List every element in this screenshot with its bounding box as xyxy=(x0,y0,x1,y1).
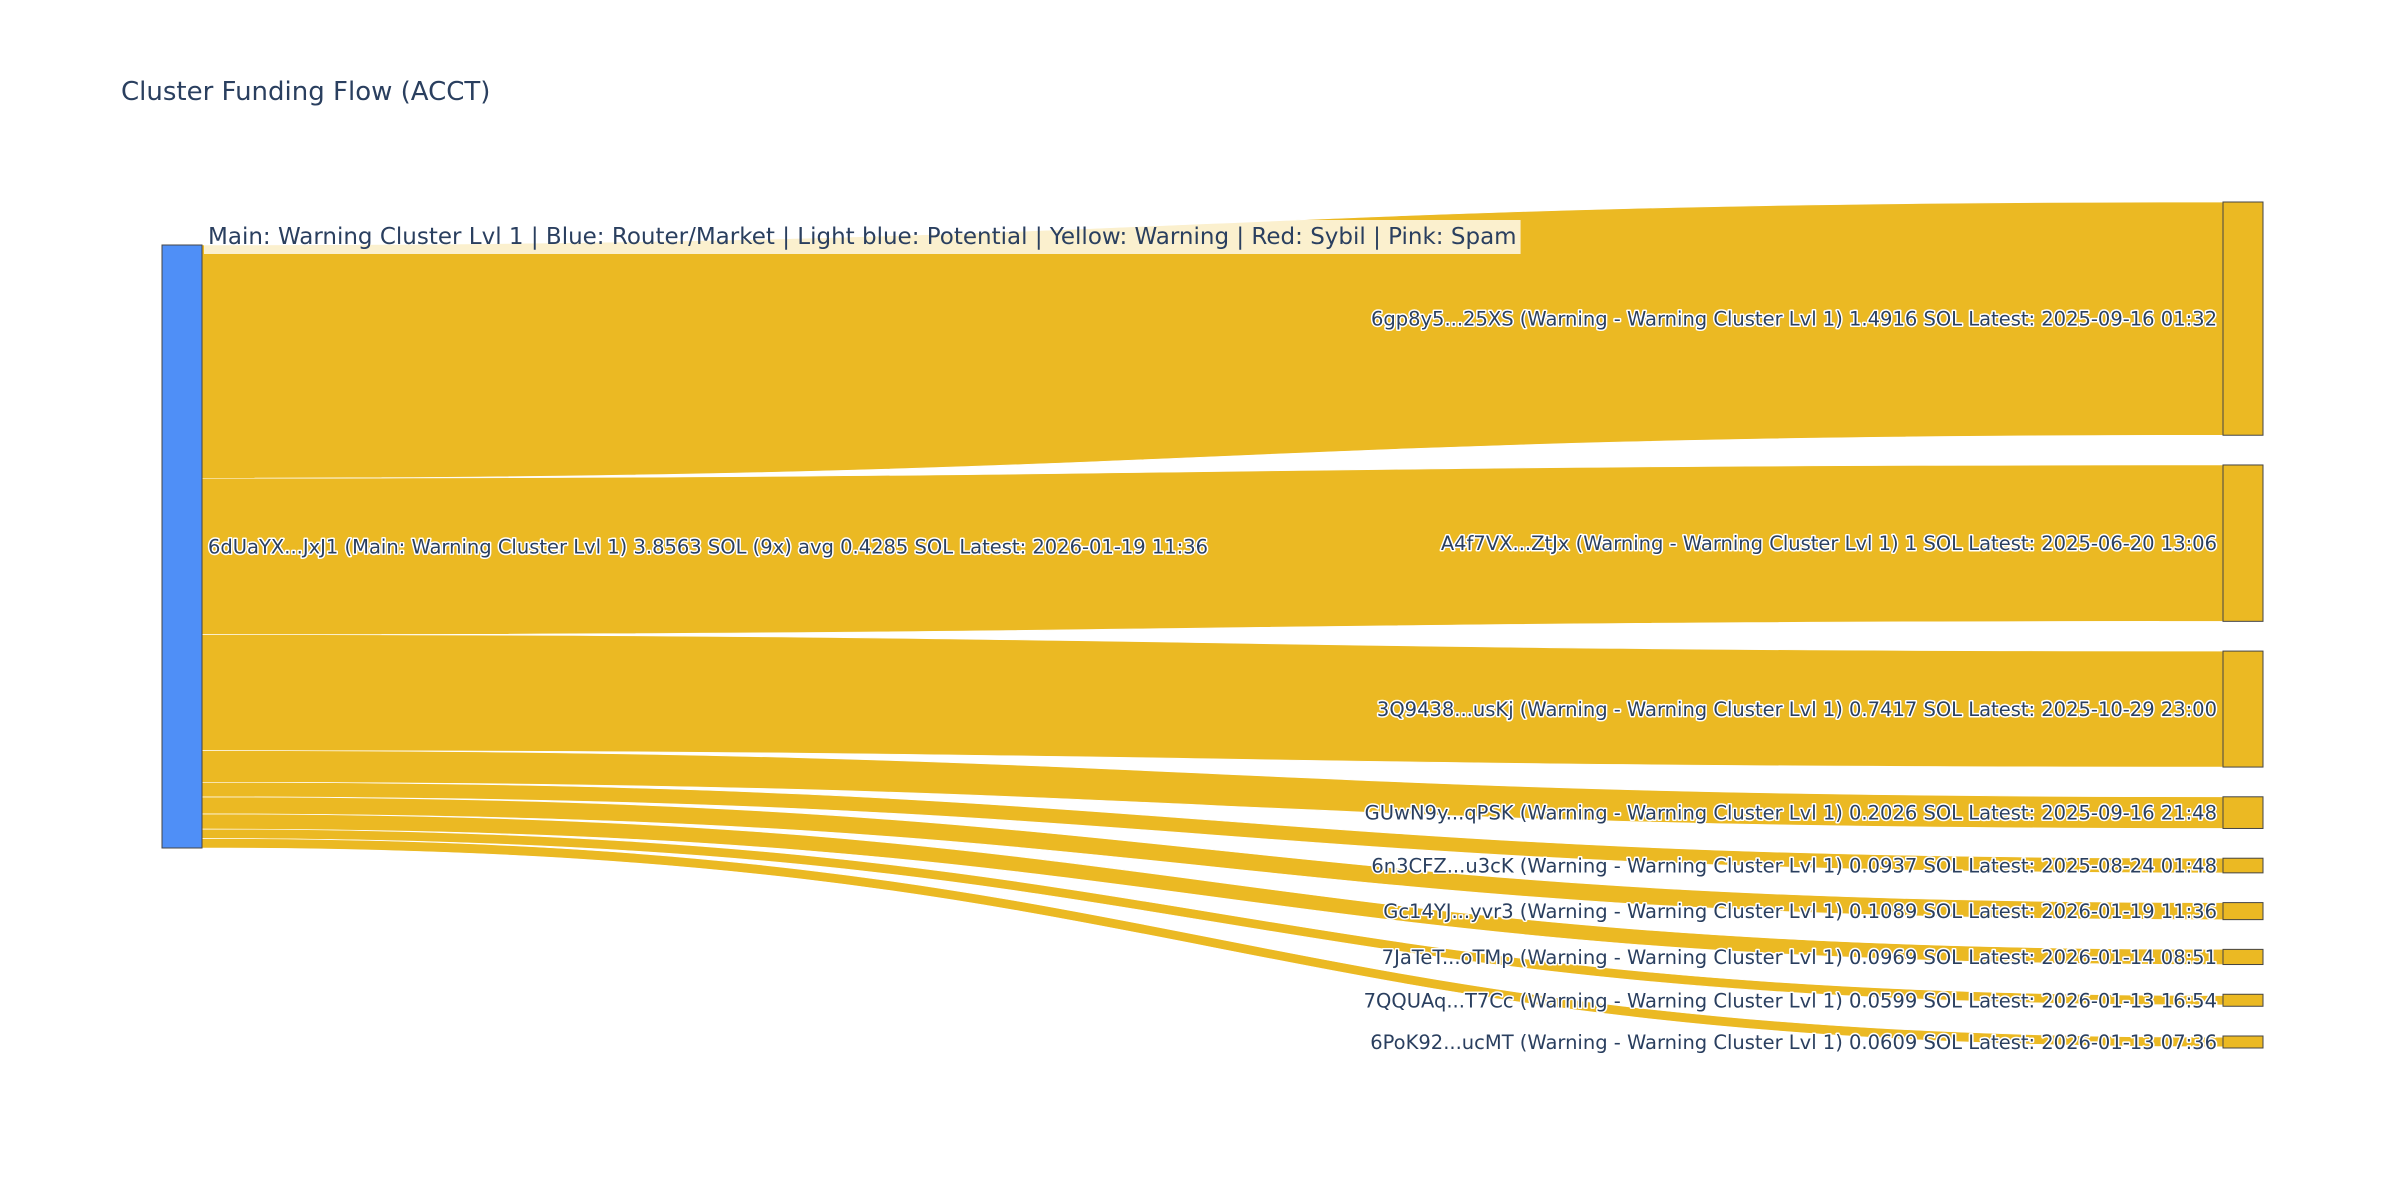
sankey-node-target-4[interactable] xyxy=(2222,796,2264,829)
sankey-node-target-1-label: 6gp8y5...25XS (Warning - Warning Cluster… xyxy=(1371,308,2217,331)
sankey-node-target-9[interactable] xyxy=(2222,1035,2264,1049)
legend-note: Main: Warning Cluster Lvl 1 | Blue: Rout… xyxy=(204,220,1521,254)
sankey-node-target-3-label: 3Q9438...usKj (Warning - Warning Cluster… xyxy=(1377,698,2217,721)
sankey-node-target-8-label: 7QQUAq...T7Cc (Warning - Warning Cluster… xyxy=(1364,989,2217,1012)
sankey-node-target-2[interactable] xyxy=(2222,464,2264,622)
sankey-labels: 6dUaYX...JxJ1 (Main: Warning Cluster Lvl… xyxy=(207,306,2219,1055)
sankey-node-target-9-label: 6PoK92...ucMT (Warning - Warning Cluster… xyxy=(1370,1031,2217,1054)
sankey-node-target-6[interactable] xyxy=(2222,902,2264,921)
sankey-node-target-5-label: 6n3CFZ...u3cK (Warning - Warning Cluster… xyxy=(1371,855,2217,878)
legend-note-text: Main: Warning Cluster Lvl 1 | Blue: Rout… xyxy=(208,224,1517,250)
sankey-node-target-2-label: A4f7VX...ZtJx (Warning - Warning Cluster… xyxy=(1441,532,2217,555)
sankey-node-source[interactable] xyxy=(161,244,203,849)
sankey-node-target-1[interactable] xyxy=(2222,201,2264,436)
chart-title: Cluster Funding Flow (ACCT) xyxy=(121,77,490,107)
sankey-links xyxy=(201,201,2224,1048)
legend-note-background xyxy=(204,220,1521,254)
sankey-node-target-8[interactable] xyxy=(2222,993,2264,1007)
sankey-node-target-6-label: Gc14YJ...yvr3 (Warning - Warning Cluster… xyxy=(1383,900,2217,923)
sankey-node-source-label: 6dUaYX...JxJ1 (Main: Warning Cluster Lvl… xyxy=(208,536,1208,559)
sankey-node-target-4-label: GUwN9y...qPSK (Warning - Warning Cluster… xyxy=(1365,802,2217,825)
sankey-node-target-5[interactable] xyxy=(2222,857,2264,874)
sankey-node-target-7[interactable] xyxy=(2222,948,2264,966)
sankey-nodes xyxy=(161,201,2264,1049)
sankey-node-target-3[interactable] xyxy=(2222,650,2264,768)
sankey-node-target-7-label: 7JaTeT...oTMp (Warning - Warning Cluster… xyxy=(1382,946,2217,969)
